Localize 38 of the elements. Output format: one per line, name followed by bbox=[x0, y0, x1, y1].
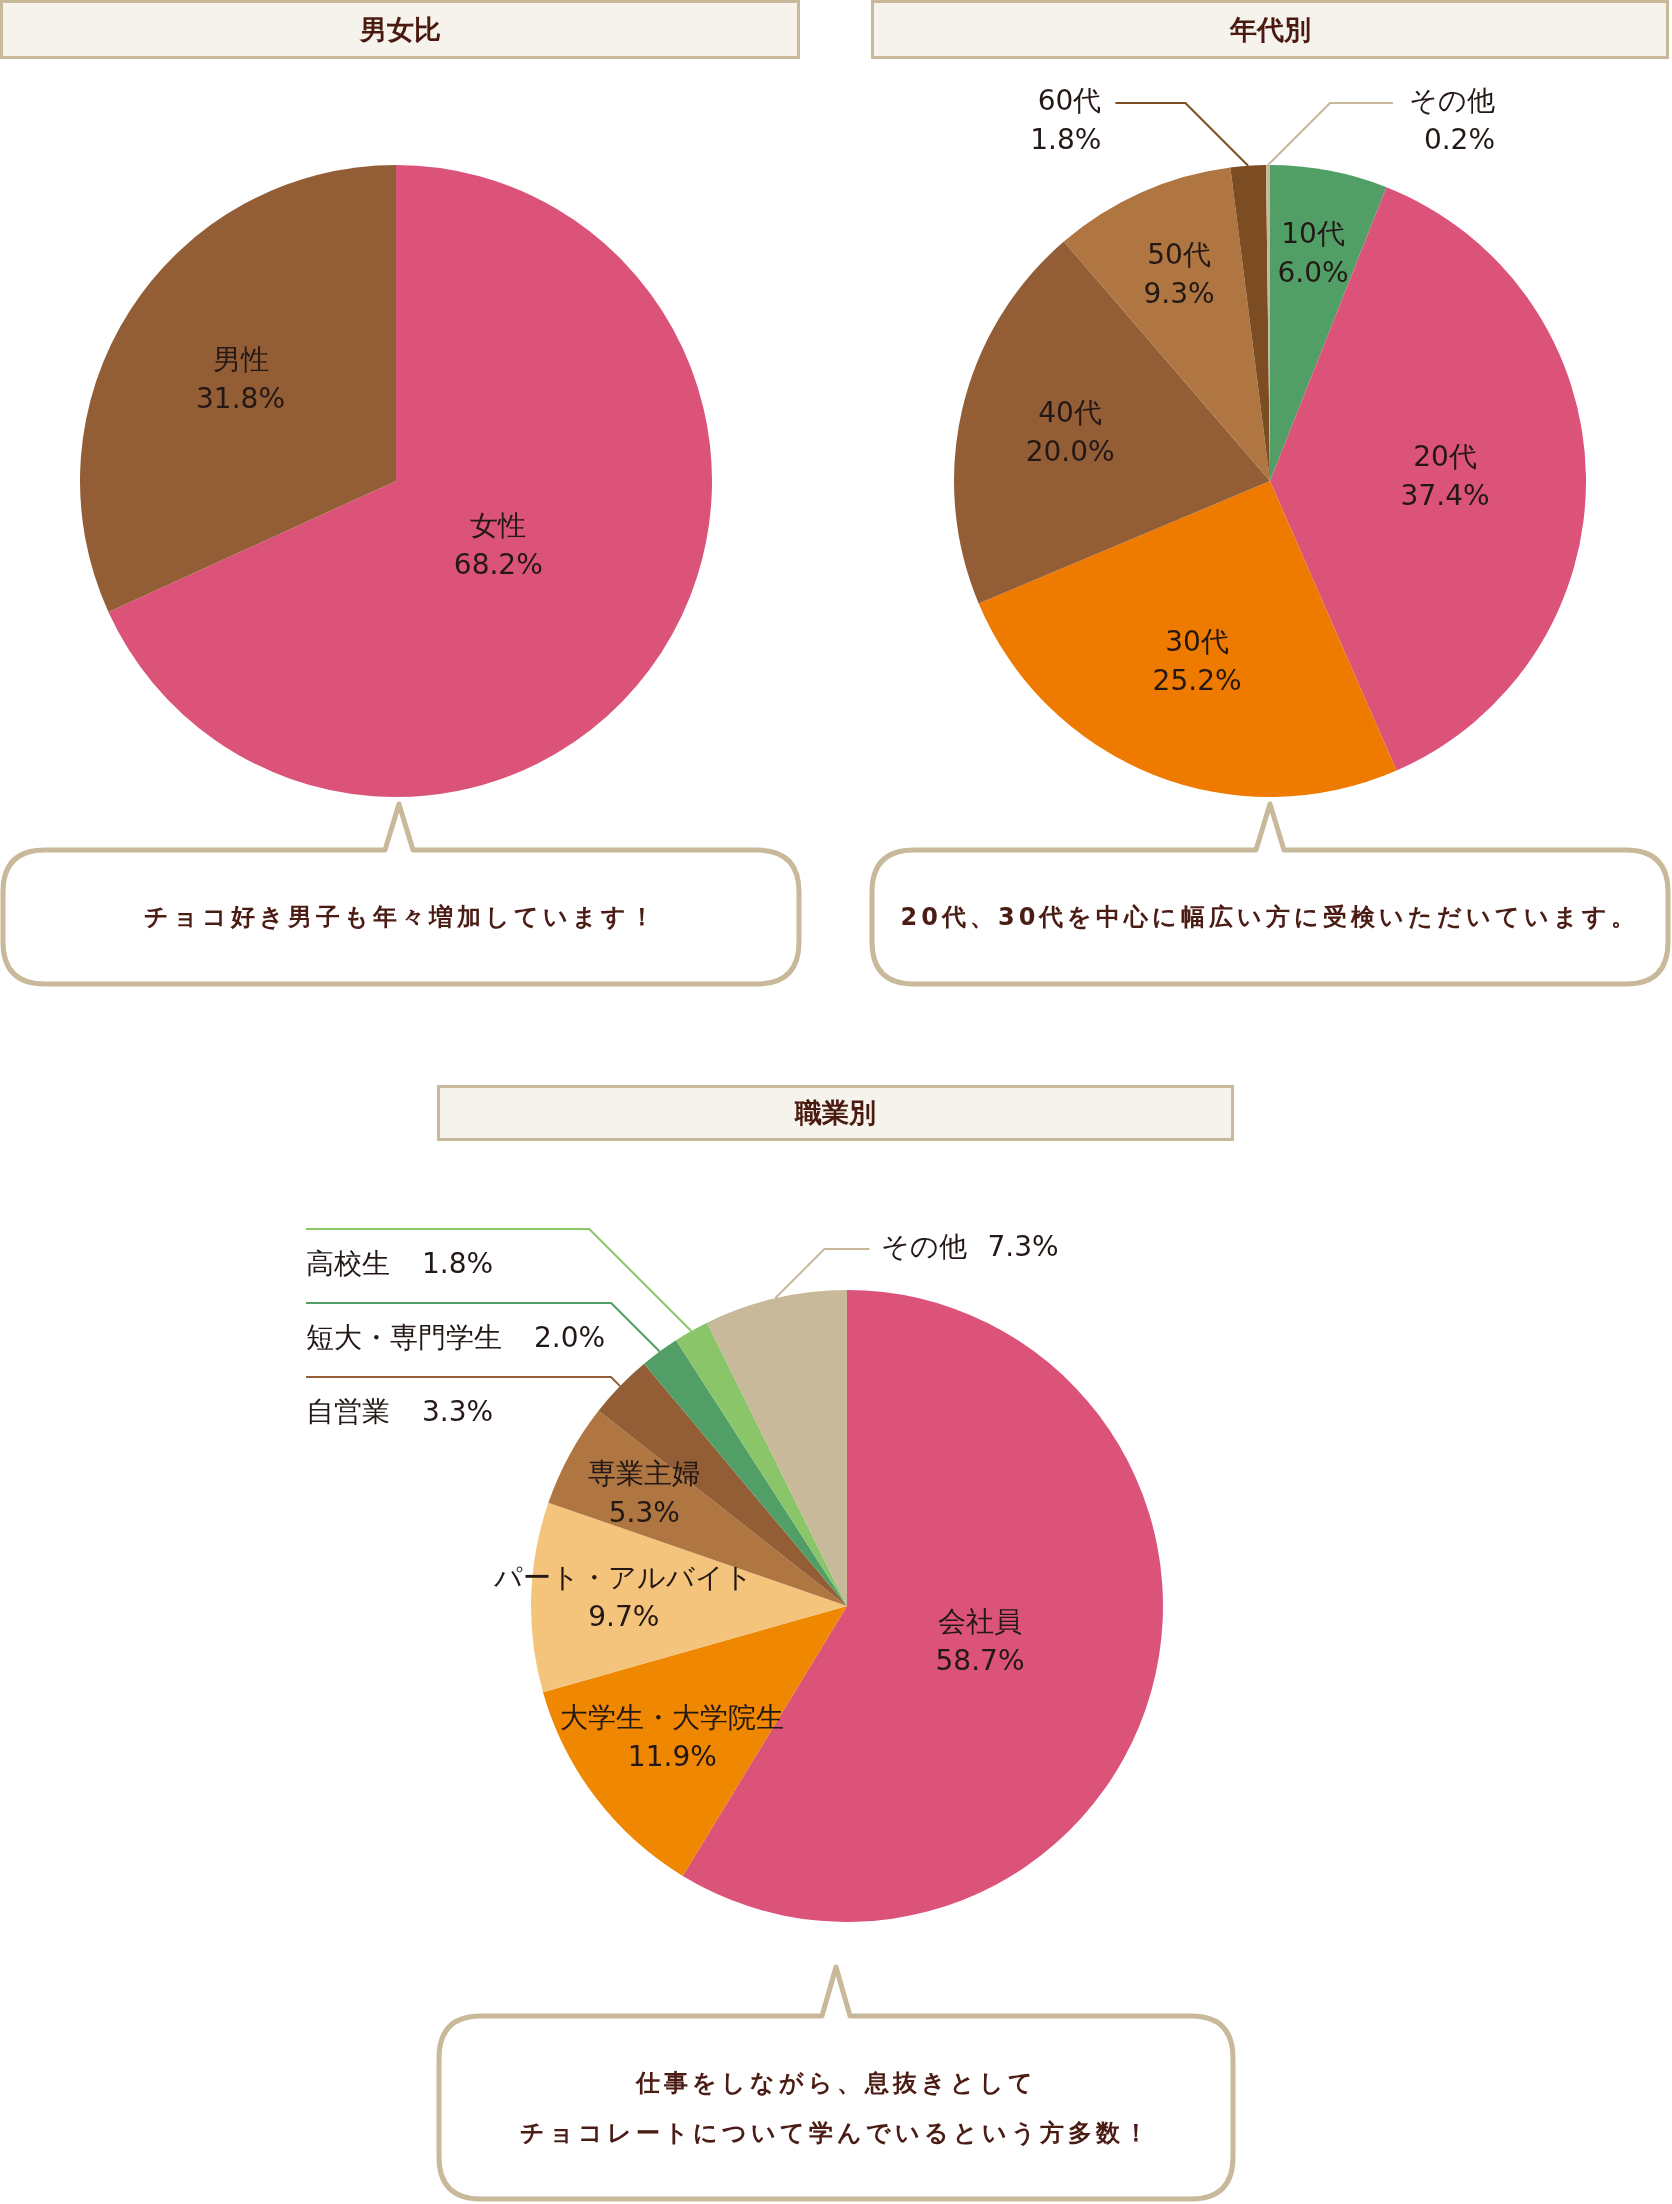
data-label: 25.2% bbox=[1152, 664, 1242, 698]
slice-label: 会社員 bbox=[938, 1605, 1023, 1639]
data-label: 0.2% bbox=[1423, 123, 1496, 157]
data-label: 1.8% bbox=[1030, 123, 1102, 157]
text: 20代、30代を中心に幅広い方に受検いただいています。 bbox=[900, 902, 1640, 933]
data-label: 6.0% bbox=[1277, 256, 1349, 290]
slice-label: 自営業 bbox=[306, 1395, 390, 1429]
slice-label: 専業主婦 bbox=[588, 1457, 701, 1491]
data-label: 58.7% bbox=[935, 1644, 1025, 1678]
text: チョコ好き男子も年々増加しています！ bbox=[144, 902, 658, 933]
data-label: 1.8% bbox=[422, 1247, 494, 1281]
slice-label: 20代 bbox=[1413, 439, 1477, 473]
slice-label: 高校生 bbox=[306, 1247, 390, 1281]
data-label: 7.3% bbox=[987, 1230, 1059, 1264]
chart-title: 男女比 bbox=[359, 12, 441, 47]
data-label: 9.3% bbox=[1143, 277, 1215, 311]
data-label: 11.9% bbox=[627, 1739, 717, 1773]
text: 仕事をしながら、息抜きとしてチョコレートについて学んでいるという方多数！ bbox=[520, 2067, 1152, 2149]
chart-title: 年代別 bbox=[1229, 12, 1311, 47]
data-label: 20.0% bbox=[1025, 434, 1115, 468]
data-label: 3.3% bbox=[422, 1395, 494, 1429]
data-label: 68.2% bbox=[453, 547, 543, 581]
slice-label: その他 bbox=[1409, 84, 1496, 118]
slice-label: 30代 bbox=[1165, 625, 1229, 659]
data-label: 2.0% bbox=[534, 1321, 606, 1355]
slice-label: 女性 bbox=[470, 508, 527, 542]
data-label: 31.8% bbox=[196, 381, 285, 415]
chart-title: 職業別 bbox=[795, 1096, 876, 1130]
slice-label: 60代 bbox=[1037, 84, 1102, 118]
data-label: 9.7% bbox=[588, 1600, 660, 1634]
slice-label: 10代 bbox=[1281, 217, 1345, 251]
data-label: 5.3% bbox=[608, 1496, 680, 1530]
slice-label: 40代 bbox=[1038, 395, 1102, 429]
slice-label: 男性 bbox=[212, 342, 269, 376]
slice-label: 50代 bbox=[1147, 238, 1211, 272]
slice-label: 短大・専門学生 bbox=[306, 1321, 502, 1355]
data-label: 37.4% bbox=[1400, 478, 1490, 512]
slice-label: その他 bbox=[881, 1230, 968, 1264]
